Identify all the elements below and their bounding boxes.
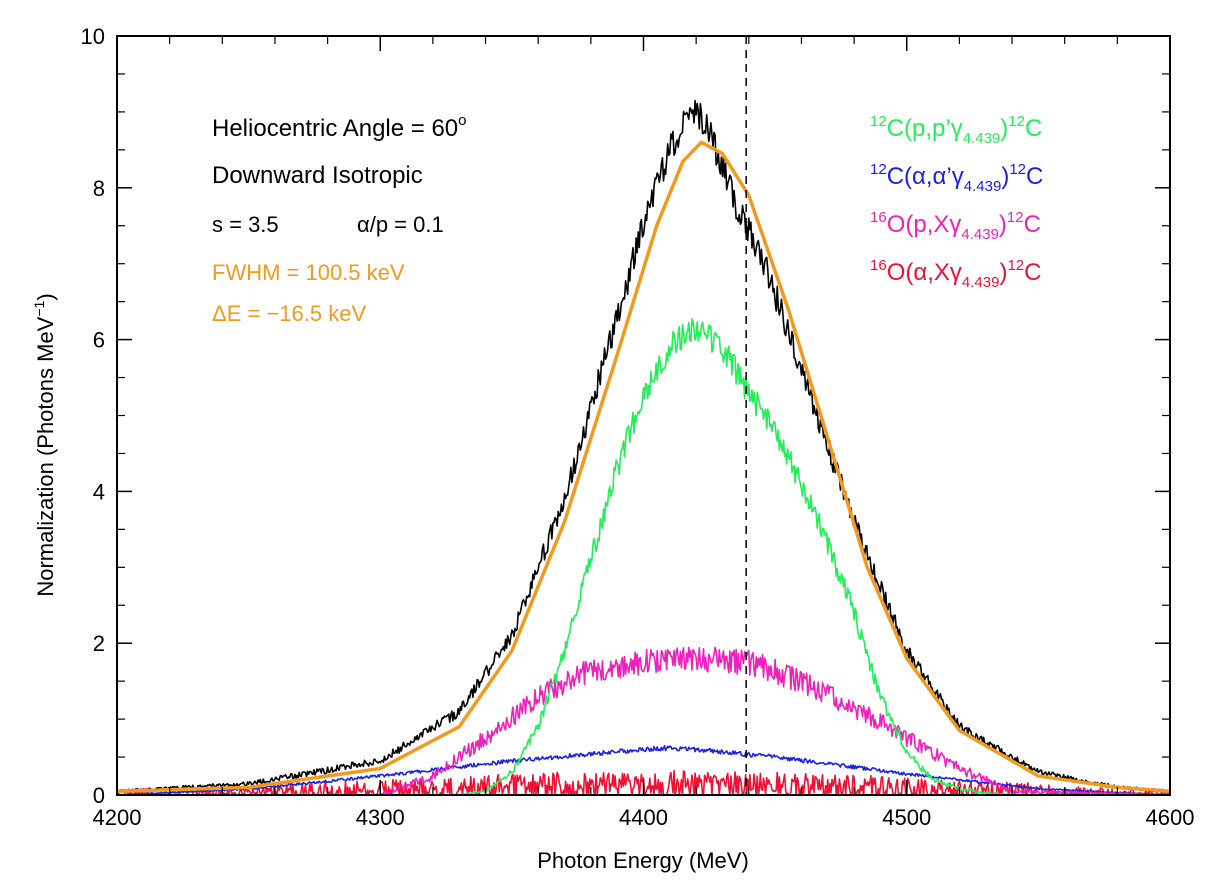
x-tick-label: 4300 (356, 805, 405, 830)
y-tick-label: 0 (93, 783, 105, 808)
legend-entry: 16O(α,Xγ4.439)12C (870, 257, 1041, 291)
x-tick-label: 4500 (882, 805, 931, 830)
x-tick-label: 4400 (619, 805, 668, 830)
y-tick-label: 6 (93, 328, 105, 353)
x-tick-label: 4600 (1146, 805, 1195, 830)
annotation-direction: Downward Isotropic (212, 162, 423, 189)
series-line-c-aa (116, 745, 1171, 796)
annotation-fwhm: FWHM = 100.5 keV (212, 260, 405, 285)
annotation-angle: Heliocentric Angle = 60o (212, 112, 467, 142)
x-tick-label: 4200 (93, 805, 142, 830)
annotation-delta-e: ΔE = −16.5 keV (212, 301, 366, 326)
y-tick-label: 4 (93, 479, 105, 504)
series-line-c-pp (459, 317, 1013, 796)
y-tick-label: 2 (93, 631, 105, 656)
series-line-gaussian-fit (116, 140, 1171, 793)
y-axis-label: Normalization (Photons MeV−1) (31, 293, 58, 596)
series-line-total (116, 99, 1171, 793)
annotation-s: s = 3.5 (212, 212, 279, 237)
legend-entry: 16O(p,Xγ4.439)12C (870, 209, 1041, 243)
legend-entry: 12C(α,α’γ4.439)12C (870, 161, 1043, 195)
annotation-ratio: α/p = 0.1 (357, 212, 444, 237)
legend: 12C(p,p’γ4.439)12C 12C(α,α’γ4.439)12C 16O(… (870, 113, 1043, 291)
y-tick-label: 10 (81, 24, 105, 49)
x-axis-label: Photon Energy (MeV) (537, 848, 749, 873)
y-tick-label: 8 (93, 176, 105, 201)
legend-entry: 12C(p,p’γ4.439)12C (870, 113, 1042, 147)
ticks-layer: 4200 4300 4400 4500 4600 0 2 4 6 8 10 (81, 24, 1195, 830)
